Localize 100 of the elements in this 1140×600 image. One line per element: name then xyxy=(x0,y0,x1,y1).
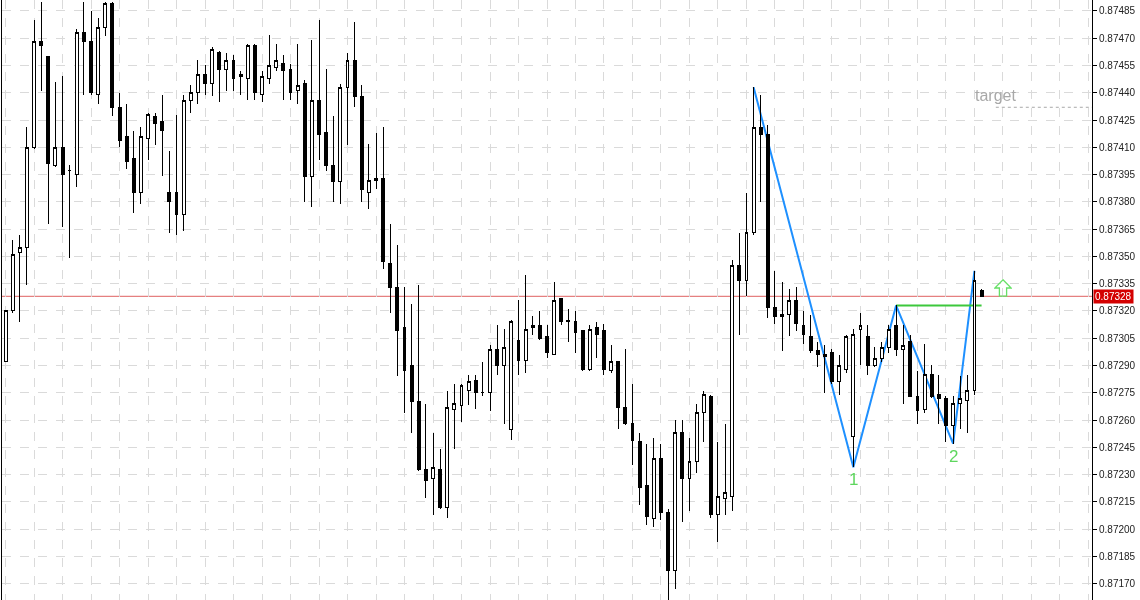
candlestick xyxy=(260,70,264,103)
candlestick xyxy=(965,374,970,434)
candlestick xyxy=(416,284,421,472)
ref-line-label: 0.87328 xyxy=(1095,291,1132,302)
y-tick-label: 0.87260 xyxy=(1099,414,1136,426)
y-tick-label: 0.87380 xyxy=(1099,196,1136,208)
candlestick xyxy=(302,79,307,203)
candlestick xyxy=(830,348,834,385)
candlestick xyxy=(972,270,977,396)
candlestick xyxy=(680,419,685,523)
candlestick xyxy=(701,390,706,443)
candlestick xyxy=(217,50,222,103)
candlestick xyxy=(131,130,136,214)
candlestick xyxy=(929,364,934,399)
y-tick-label: 0.87275 xyxy=(1099,387,1136,399)
candlestick xyxy=(744,192,749,297)
candlestick xyxy=(160,94,165,177)
candlestick xyxy=(573,310,578,354)
y-tick-label: 0.87395 xyxy=(1099,169,1136,181)
candlestick xyxy=(24,126,29,286)
candlestick xyxy=(39,1,44,92)
candlestick xyxy=(851,328,856,468)
line-series xyxy=(752,86,976,469)
candlestick xyxy=(673,419,678,590)
candlestick xyxy=(96,17,101,105)
candlestick xyxy=(288,63,293,101)
y-tick-label: 0.87350 xyxy=(1099,250,1136,262)
candlestick xyxy=(951,395,956,445)
candlestick xyxy=(716,441,720,543)
candlestick xyxy=(537,310,542,341)
y-tick-label: 0.87470 xyxy=(1099,32,1136,44)
candlestick xyxy=(780,281,785,352)
candlestick xyxy=(381,126,386,270)
candlestick xyxy=(117,92,122,148)
candlestick xyxy=(659,443,663,521)
candlestick xyxy=(651,437,656,528)
y-tick-label: 0.87425 xyxy=(1099,114,1136,126)
candlestick xyxy=(915,370,920,425)
candlestick xyxy=(559,297,564,326)
candlestick xyxy=(195,59,200,105)
ref-line-label: target xyxy=(975,87,1017,104)
candlestick xyxy=(60,75,65,228)
annotation: 2 xyxy=(949,447,959,466)
candlestick xyxy=(922,343,927,414)
candlestick xyxy=(488,344,492,412)
candlestick xyxy=(124,103,129,170)
candlestick xyxy=(730,259,735,512)
candlestick xyxy=(188,84,193,114)
candlestick xyxy=(473,374,478,410)
candlestick xyxy=(53,81,58,168)
candlestick xyxy=(751,86,756,236)
y-tick-label: 0.87290 xyxy=(1099,359,1136,371)
candlestick xyxy=(224,52,229,92)
candlestick xyxy=(979,288,984,297)
candlestick xyxy=(844,334,849,374)
candlestick xyxy=(594,321,599,359)
candlestick xyxy=(530,315,535,336)
candlestick xyxy=(865,324,870,376)
candlestick xyxy=(758,94,763,203)
candlestick xyxy=(252,43,257,101)
candlestick xyxy=(936,374,941,425)
candlestick xyxy=(67,164,72,259)
candlestick xyxy=(181,94,186,232)
y-tick-label: 0.87365 xyxy=(1099,223,1136,235)
candlestick xyxy=(138,126,143,205)
candlestick xyxy=(366,143,371,210)
candlestick xyxy=(17,234,22,323)
candlestick xyxy=(944,395,948,443)
candlestick xyxy=(89,10,93,96)
candlestick xyxy=(388,223,393,314)
candlestick xyxy=(423,403,428,499)
candlestick xyxy=(616,361,621,430)
candlestick xyxy=(210,46,215,97)
candlestick xyxy=(723,423,728,516)
y-tick-label: 0.87440 xyxy=(1099,87,1136,99)
candlestick xyxy=(331,115,336,203)
candlestick xyxy=(153,112,158,146)
candlestick xyxy=(245,43,250,101)
candlestick xyxy=(309,39,314,208)
candlestick xyxy=(609,344,614,374)
candlestick xyxy=(324,68,329,172)
candlestick xyxy=(359,84,364,203)
candlestick xyxy=(409,303,414,434)
candlestick xyxy=(480,361,485,397)
candlestick xyxy=(452,383,457,450)
y-tick-label: 0.87170 xyxy=(1099,578,1136,590)
candlestick xyxy=(837,354,842,396)
candlestick xyxy=(146,112,150,161)
candlestick xyxy=(708,394,713,519)
candlestick xyxy=(523,274,528,374)
candlestick xyxy=(958,375,963,430)
candlestick xyxy=(822,344,827,394)
candlestick xyxy=(502,328,507,425)
candlestick xyxy=(438,448,443,510)
candlestick xyxy=(495,324,500,376)
candlestick xyxy=(630,383,635,466)
candlestick xyxy=(317,19,321,161)
y-tick-label: 0.87305 xyxy=(1099,332,1136,344)
candlestick xyxy=(737,232,742,336)
candlestick xyxy=(46,55,51,225)
